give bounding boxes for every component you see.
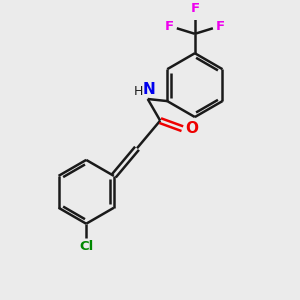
Text: Cl: Cl: [79, 240, 93, 254]
Text: F: F: [165, 20, 174, 33]
Text: H: H: [133, 85, 143, 98]
Text: N: N: [143, 82, 155, 97]
Text: F: F: [190, 2, 200, 15]
Text: O: O: [186, 121, 199, 136]
Text: F: F: [216, 20, 225, 33]
